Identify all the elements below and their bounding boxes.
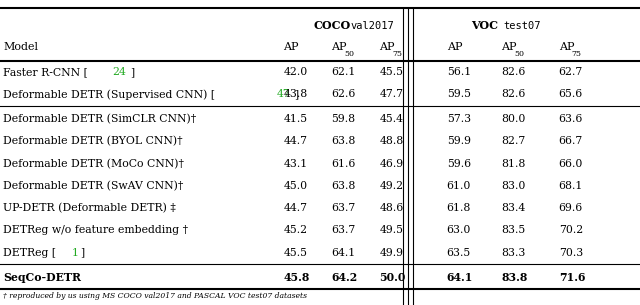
Text: VOC: VOC bbox=[471, 20, 499, 31]
Text: val2017: val2017 bbox=[351, 21, 395, 31]
Text: 64.1: 64.1 bbox=[332, 248, 356, 258]
Text: 64.1: 64.1 bbox=[447, 272, 473, 283]
Text: 61.8: 61.8 bbox=[447, 203, 471, 213]
Text: 65.6: 65.6 bbox=[559, 89, 583, 99]
Text: 59.8: 59.8 bbox=[332, 114, 356, 124]
Text: 1: 1 bbox=[72, 248, 79, 258]
Text: 69.6: 69.6 bbox=[559, 203, 583, 213]
Text: 45.4: 45.4 bbox=[380, 114, 404, 124]
Text: Deformable DETR (SimCLR CNN)†: Deformable DETR (SimCLR CNN)† bbox=[3, 114, 196, 124]
Text: ]: ] bbox=[294, 89, 299, 99]
Text: 49.9: 49.9 bbox=[380, 248, 404, 258]
Text: Deformable DETR (Supervised CNN) [: Deformable DETR (Supervised CNN) [ bbox=[3, 89, 215, 100]
Text: 44.7: 44.7 bbox=[284, 203, 307, 213]
Text: 63.7: 63.7 bbox=[332, 203, 356, 213]
Text: AP: AP bbox=[284, 42, 299, 52]
Text: 50: 50 bbox=[344, 50, 355, 58]
Text: 42.0: 42.0 bbox=[284, 67, 308, 77]
Text: Deformable DETR (SwAV CNN)†: Deformable DETR (SwAV CNN)† bbox=[3, 181, 184, 191]
Text: 47.7: 47.7 bbox=[380, 89, 404, 99]
Text: 45.0: 45.0 bbox=[284, 181, 308, 191]
Text: 45.5: 45.5 bbox=[284, 248, 307, 258]
Text: 59.5: 59.5 bbox=[447, 89, 471, 99]
Text: ]: ] bbox=[81, 248, 84, 258]
Text: 61.0: 61.0 bbox=[447, 181, 471, 191]
Text: 80.0: 80.0 bbox=[501, 114, 525, 124]
Text: 50.0: 50.0 bbox=[380, 272, 406, 283]
Text: 24: 24 bbox=[113, 67, 127, 77]
Text: 83.0: 83.0 bbox=[501, 181, 525, 191]
Text: 62.7: 62.7 bbox=[559, 67, 583, 77]
Text: 81.8: 81.8 bbox=[501, 159, 525, 169]
Text: AP: AP bbox=[501, 42, 516, 52]
Text: 62.6: 62.6 bbox=[332, 89, 356, 99]
Text: 63.6: 63.6 bbox=[559, 114, 583, 124]
Text: 46.9: 46.9 bbox=[380, 159, 404, 169]
Text: 64.2: 64.2 bbox=[332, 272, 358, 283]
Text: SeqCo-DETR: SeqCo-DETR bbox=[3, 272, 81, 283]
Text: 43.1: 43.1 bbox=[284, 159, 308, 169]
Text: 45.8: 45.8 bbox=[284, 272, 310, 283]
Text: 83.8: 83.8 bbox=[501, 272, 527, 283]
Text: 47: 47 bbox=[276, 89, 291, 99]
Text: 82.6: 82.6 bbox=[501, 89, 525, 99]
Text: 44.7: 44.7 bbox=[284, 136, 307, 146]
Text: 82.6: 82.6 bbox=[501, 67, 525, 77]
Text: 66.7: 66.7 bbox=[559, 136, 583, 146]
Text: 70.2: 70.2 bbox=[559, 225, 583, 235]
Text: DETReg [: DETReg [ bbox=[3, 248, 56, 258]
Text: AP: AP bbox=[559, 42, 574, 52]
Text: 83.5: 83.5 bbox=[501, 225, 525, 235]
Text: 63.8: 63.8 bbox=[332, 136, 356, 146]
Text: 75: 75 bbox=[572, 50, 582, 58]
Text: 83.4: 83.4 bbox=[501, 203, 525, 213]
Text: 63.0: 63.0 bbox=[447, 225, 471, 235]
Text: 49.5: 49.5 bbox=[380, 225, 404, 235]
Text: 71.6: 71.6 bbox=[559, 272, 585, 283]
Text: DETReg w/o feature embedding †: DETReg w/o feature embedding † bbox=[3, 225, 188, 235]
Text: UP-DETR (Deformable DETR) ‡: UP-DETR (Deformable DETR) ‡ bbox=[3, 203, 176, 213]
Text: 59.6: 59.6 bbox=[447, 159, 471, 169]
Text: 56.1: 56.1 bbox=[447, 67, 471, 77]
Text: 70.3: 70.3 bbox=[559, 248, 583, 258]
Text: 48.8: 48.8 bbox=[380, 136, 404, 146]
Text: COCO: COCO bbox=[314, 20, 351, 31]
Text: 83.3: 83.3 bbox=[501, 248, 525, 258]
Text: ]: ] bbox=[131, 67, 134, 77]
Text: 82.7: 82.7 bbox=[501, 136, 525, 146]
Text: 75: 75 bbox=[392, 50, 403, 58]
Text: 49.2: 49.2 bbox=[380, 181, 404, 191]
Text: † reproduced by us using MS COCO val2017 and PASCAL VOC test07 datasets: † reproduced by us using MS COCO val2017… bbox=[3, 292, 307, 300]
Text: 66.0: 66.0 bbox=[559, 159, 583, 169]
Text: 61.6: 61.6 bbox=[332, 159, 356, 169]
Text: Faster R-CNN [: Faster R-CNN [ bbox=[3, 67, 88, 77]
Text: 63.8: 63.8 bbox=[332, 181, 356, 191]
Text: 41.5: 41.5 bbox=[284, 114, 308, 124]
Text: 45.2: 45.2 bbox=[284, 225, 308, 235]
Text: Deformable DETR (BYOL CNN)†: Deformable DETR (BYOL CNN)† bbox=[3, 136, 183, 146]
Text: 43.8: 43.8 bbox=[284, 89, 308, 99]
Text: 63.7: 63.7 bbox=[332, 225, 356, 235]
Text: AP: AP bbox=[380, 42, 395, 52]
Text: AP: AP bbox=[447, 42, 462, 52]
Text: 45.5: 45.5 bbox=[380, 67, 404, 77]
Text: AP: AP bbox=[332, 42, 347, 52]
Text: 50: 50 bbox=[514, 50, 524, 58]
Text: Deformable DETR (MoCo CNN)†: Deformable DETR (MoCo CNN)† bbox=[3, 159, 184, 169]
Text: Model: Model bbox=[3, 42, 38, 52]
Text: 59.9: 59.9 bbox=[447, 136, 471, 146]
Text: 48.6: 48.6 bbox=[380, 203, 404, 213]
Text: 68.1: 68.1 bbox=[559, 181, 583, 191]
Text: 57.3: 57.3 bbox=[447, 114, 471, 124]
Text: 63.5: 63.5 bbox=[447, 248, 471, 258]
Text: test07: test07 bbox=[503, 21, 541, 31]
Text: 62.1: 62.1 bbox=[332, 67, 356, 77]
